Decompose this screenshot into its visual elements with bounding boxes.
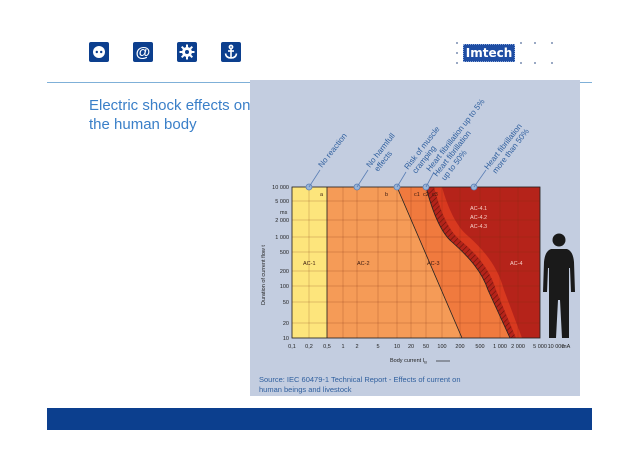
y-tick-label: 200 (280, 269, 289, 275)
footer-bar (47, 408, 592, 430)
at-sign-glyph: @ (135, 43, 151, 61)
iec-chart: No reaction No harmfull effects Risk of … (259, 97, 575, 394)
y-tick-label: 100 (280, 284, 289, 290)
x-tick-label: 10 000 (548, 344, 565, 350)
y-tick-label: 2 000 (275, 218, 289, 224)
curve-b: b (385, 192, 388, 198)
marker-leaders (308, 169, 487, 188)
subzone-ac42: AC-4.2 (470, 215, 487, 221)
subzone-ac41: AC-4.1 (470, 206, 487, 212)
x-tick-label: 10 (394, 344, 400, 350)
y-axis-label: Duration of current flow t (261, 245, 267, 305)
x-tick-label: 5 000 (533, 344, 547, 350)
at-sign-icon[interactable]: @ (133, 42, 153, 62)
logo-text: Imtech (465, 46, 513, 60)
x-tick-labels: 0,1 0,2 0,5 1 2 5 10 20 50 100 200 500 1 000 2 000 5 0… (288, 344, 564, 350)
y-tick-label: 5 000 (275, 199, 289, 205)
curve-c1: c1 (414, 192, 420, 198)
y-unit: ms (280, 210, 288, 216)
gear-glyph (179, 44, 195, 60)
zone-label-ac4: AC-4 (510, 261, 523, 267)
plot-frame (291, 186, 541, 339)
power-socket-glyph (93, 46, 105, 58)
x-unit: mA (562, 344, 571, 350)
iec-figure: No reaction No harmfull effects Risk of … (250, 80, 580, 396)
x-tick-label: 50 (423, 344, 429, 350)
zone-ac2 (327, 187, 462, 338)
x-axis-label-group: Body current IB (390, 358, 450, 365)
y-tick-label: 10 000 (272, 185, 289, 191)
x-tick-label: 0,2 (305, 344, 313, 350)
x-tick-label: 100 (437, 344, 446, 350)
imtech-logo: Imtech (463, 44, 515, 62)
curve-c3: c3 (432, 192, 438, 198)
x-tick-label: 0,1 (288, 344, 296, 350)
boundary-curves (326, 186, 511, 339)
x-tick-label: 0,5 (323, 344, 331, 350)
x-tick-label: 2 (355, 344, 358, 350)
x-tick-label: 5 (376, 344, 379, 350)
x-axis-label: Body current IB (390, 358, 427, 365)
anchor-icon[interactable] (221, 42, 241, 62)
source-line-1: Source: IEC 60479-1 Technical Report - E… (259, 375, 461, 384)
human-silhouette (543, 233, 575, 338)
zone-label-ac3: AC-3 (427, 261, 440, 267)
zone-label-ac2: AC-2 (357, 261, 370, 267)
x-tick-label: 500 (475, 344, 484, 350)
label-no-reaction: No reaction (316, 131, 348, 169)
curve-c2: c2 (423, 192, 429, 198)
anchor-glyph (224, 44, 238, 59)
y-tick-label: 50 (283, 300, 289, 306)
x-tick-label: 20 (408, 344, 414, 350)
x-tick-label: 2 000 (511, 344, 525, 350)
y-tick-label: 500 (280, 250, 289, 256)
x-tick-label: 1 (341, 344, 344, 350)
band-c2 (426, 187, 516, 338)
x-tick-label: 1 000 (493, 344, 507, 350)
band-c3 (434, 187, 522, 338)
zone-label-ac1: AC-1 (303, 261, 316, 267)
curve-a: a (320, 192, 324, 198)
zone-ac1 (292, 187, 327, 338)
zone-ac3 (397, 187, 510, 338)
x-tick-label: 200 (455, 344, 464, 350)
subzone-ac43: AC-4.3 (470, 224, 487, 230)
y-tick-label: 20 (283, 321, 289, 327)
y-tick-labels: 10 000 5 000 2 000 1 000 500 200 100 50 20 10 (272, 185, 289, 342)
slide-title: Electric shock effects on the human body (89, 97, 251, 133)
power-socket-icon[interactable] (89, 42, 109, 62)
source-line-2: human beings and livestock (259, 385, 352, 394)
y-tick-label: 1 000 (275, 235, 289, 241)
y-tick-label: 10 (283, 336, 289, 342)
gear-icon[interactable] (177, 42, 197, 62)
